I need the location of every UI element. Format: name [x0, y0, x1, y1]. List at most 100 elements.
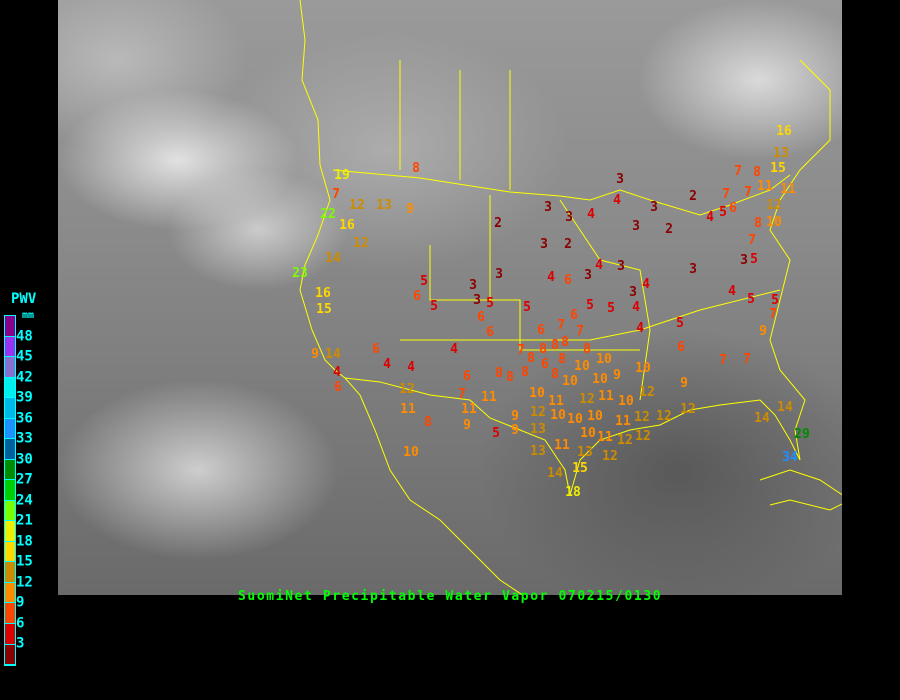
station-pwv-value: 3 [632, 218, 640, 234]
station-pwv-value: 7 [748, 232, 756, 248]
station-pwv-value: 5 [492, 425, 500, 441]
station-pwv-value: 12 [399, 381, 415, 397]
station-pwv-value: 13 [530, 421, 546, 437]
station-pwv-value: 14 [754, 410, 770, 426]
station-pwv-value: 4 [632, 299, 640, 315]
station-pwv-value: 14 [547, 465, 563, 481]
station-pwv-value: 3 [629, 284, 637, 300]
station-pwv-value: 9 [463, 417, 471, 433]
station-pwv-value: 8 [521, 364, 529, 380]
station-pwv-value: 16 [776, 123, 792, 139]
station-pwv-value: 19 [334, 167, 350, 183]
station-pwv-value: 6 [334, 379, 342, 395]
station-pwv-value: 3 [469, 277, 477, 293]
legend-title: PWV [11, 291, 37, 307]
station-pwv-value: 7 [743, 351, 751, 367]
station-pwv-value: 13 [376, 197, 392, 213]
station-pwv-value: 15 [316, 301, 332, 317]
legend-tick-label: 6 [16, 615, 25, 632]
legend-tick-label: 3 [16, 635, 25, 652]
station-pwv-value: 7 [332, 186, 340, 202]
legend-swatch [5, 377, 15, 399]
station-pwv-value: 12 [579, 391, 595, 407]
station-pwv-value: 5 [420, 273, 428, 289]
station-pwv-value: 6 [564, 272, 572, 288]
station-pwv-value: 8 [551, 366, 559, 382]
station-pwv-value: 9 [680, 375, 688, 391]
station-pwv-value: 3 [565, 209, 573, 225]
station-pwv-value: 4 [407, 359, 415, 375]
station-pwv-value: 9 [511, 408, 519, 424]
station-pwv-value: 6 [372, 341, 380, 357]
station-pwv-value: 7 [719, 352, 727, 368]
station-pwv-value: 8 [754, 215, 762, 231]
station-pwv-value: 8 [506, 369, 514, 385]
station-pwv-value: 10 [580, 425, 596, 441]
station-pwv-value: 10 [403, 444, 419, 460]
legend-tick-label: 36 [16, 410, 33, 427]
station-pwv-value: 11 [548, 393, 564, 409]
station-pwv-value: 3 [544, 199, 552, 215]
station-pwv-value: 6 [541, 356, 549, 372]
station-pwv-value: 10 [567, 411, 583, 427]
station-pwv-value: 14 [325, 250, 341, 266]
station-pwv-value: 11 [400, 401, 416, 417]
station-pwv-value: 3 [689, 261, 697, 277]
station-pwv-value: 15 [770, 160, 786, 176]
legend-tick-label: 21 [16, 512, 33, 529]
legend-swatch [5, 582, 15, 604]
station-pwv-value: 5 [430, 298, 438, 314]
station-pwv-value: 9 [406, 201, 414, 217]
station-pwv-value: 3 [617, 258, 625, 274]
satellite-map [58, 0, 842, 595]
station-pwv-value: 6 [570, 307, 578, 323]
station-pwv-value: 7 [576, 323, 584, 339]
station-pwv-value: 14 [777, 399, 793, 415]
legend-swatch [5, 336, 15, 358]
legend-tick-label: 24 [16, 492, 33, 509]
station-pwv-value: 5 [486, 295, 494, 311]
station-pwv-value: 10 [618, 393, 634, 409]
station-pwv-value: 18 [565, 484, 581, 500]
station-pwv-value: 13 [773, 145, 789, 161]
legend-swatch [5, 398, 15, 419]
station-pwv-value: 13 [530, 443, 546, 459]
station-pwv-value: 8 [412, 160, 420, 176]
station-pwv-value: 22 [320, 206, 336, 222]
station-pwv-value: 5 [676, 315, 684, 331]
station-pwv-value: 3 [495, 266, 503, 282]
station-pwv-value: 4 [450, 341, 458, 357]
station-pwv-value: 12 [635, 428, 651, 444]
station-pwv-value: 7 [557, 317, 565, 333]
legend-tick-label: 48 [16, 328, 33, 345]
station-pwv-value: 8 [753, 164, 761, 180]
station-pwv-value: 16 [339, 217, 355, 233]
station-pwv-value: 4 [547, 269, 555, 285]
station-pwv-value: 11 [461, 401, 477, 417]
station-pwv-value: 6 [477, 309, 485, 325]
legend-tick-label: 42 [16, 369, 33, 386]
station-pwv-value: 11 [757, 178, 773, 194]
legend-color-bar [4, 315, 16, 666]
station-pwv-value: 5 [771, 292, 779, 308]
station-pwv-value: 34 [782, 449, 798, 465]
station-pwv-value: 11 [598, 388, 614, 404]
legend-tick-label: 15 [16, 553, 33, 570]
legend-swatch [5, 439, 15, 460]
station-pwv-value: 8 [583, 341, 591, 357]
station-pwv-value: 3 [616, 171, 624, 187]
legend-swatch [5, 644, 15, 666]
station-pwv-value: 6 [537, 322, 545, 338]
station-pwv-value: 10 [587, 408, 603, 424]
station-pwv-value: 10 [574, 358, 590, 374]
us-canada-border [332, 169, 791, 216]
legend-tick-label: 9 [16, 594, 25, 611]
station-pwv-value: 3 [650, 199, 658, 215]
station-pwv-value: 9 [613, 367, 621, 383]
station-pwv-value: 12 [680, 401, 696, 417]
station-pwv-value: 5 [523, 299, 531, 315]
us-mexico-border [344, 377, 571, 496]
station-pwv-value: 12 [349, 197, 365, 213]
legend-swatch [5, 521, 15, 542]
